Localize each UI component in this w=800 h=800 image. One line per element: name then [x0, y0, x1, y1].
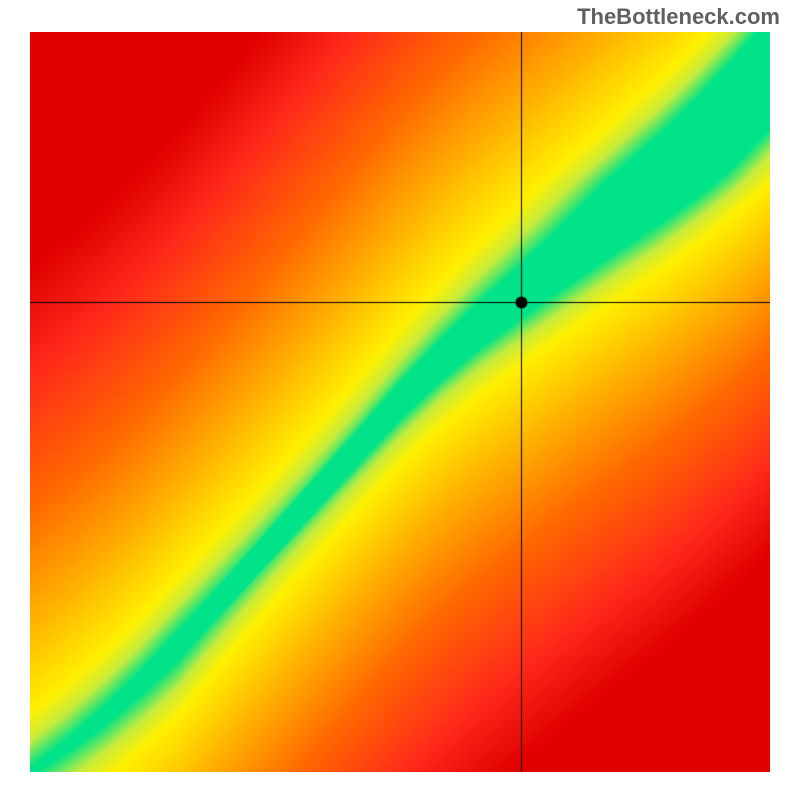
watermark-text: TheBottleneck.com [577, 4, 780, 30]
bottleneck-heatmap [30, 32, 770, 772]
